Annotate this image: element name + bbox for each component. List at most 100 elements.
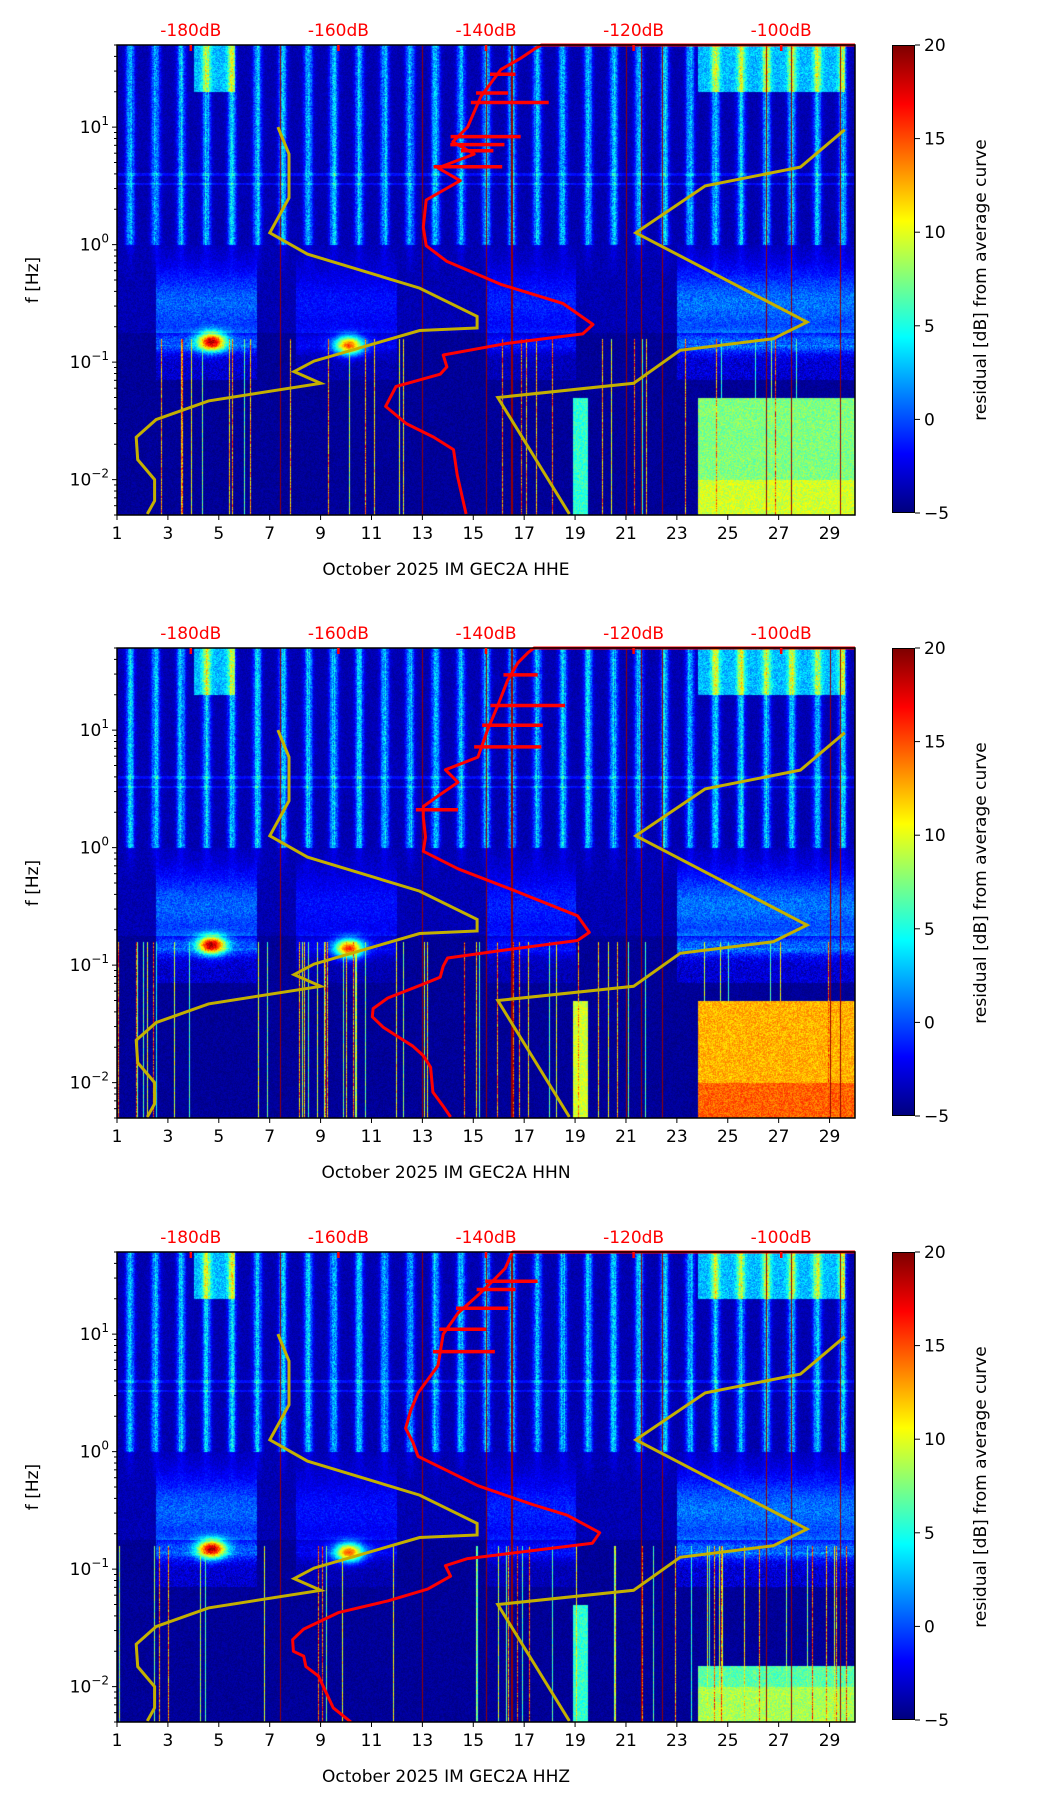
y-tick-exponent: −1: [91, 952, 109, 966]
x-tick-label: 17: [513, 1127, 535, 1147]
x-tick-label: 23: [666, 1731, 688, 1751]
x-tick-label: 13: [412, 1731, 434, 1751]
y-tick-label: 101: [80, 114, 109, 138]
x-tick-label: 21: [615, 524, 637, 544]
db-tick-label: -100dB: [751, 21, 812, 41]
x-tick-label: 21: [615, 1127, 637, 1147]
x-tick-label: 25: [717, 1731, 739, 1751]
db-tick-label: -100dB: [751, 624, 812, 644]
colorbar-tick-label: 5: [924, 1524, 935, 1544]
y-tick-label: 10−2: [70, 1674, 109, 1698]
x-tick-label: 9: [315, 1731, 326, 1751]
y-tick-base: 10: [80, 721, 102, 741]
spectrogram-panel-hhe: 1 3 5 7 9 11 13 15 17 19 21 23 25 27 29 October 2025 IM…: [0, 0, 1052, 603]
x-tick-label: 9: [315, 1127, 326, 1147]
y-tick-exponent: −2: [91, 1070, 109, 1084]
x-tick-label: 5: [213, 524, 224, 544]
x-tick-label: 5: [213, 1127, 224, 1147]
colorbar-tick-label: 20: [924, 1243, 946, 1263]
y-tick-label: 100: [80, 232, 109, 256]
curves-group: [134, 646, 855, 1118]
x-tick-label: 19: [564, 1127, 586, 1147]
x-tick-label: 9: [315, 524, 326, 544]
x-tick-label: 27: [768, 1731, 790, 1751]
y-tick-base: 10: [70, 1560, 92, 1580]
nhnm-curve: [495, 731, 846, 1118]
x-tick-label: 17: [513, 524, 535, 544]
mean-psd-curve: [384, 43, 855, 515]
y-tick-exponent: 0: [101, 1439, 109, 1453]
y-tick-exponent: 0: [101, 835, 109, 849]
colorbar: [892, 45, 915, 513]
x-tick-label: 13: [412, 524, 434, 544]
spectrogram-heatmap: [117, 45, 855, 515]
curves-group: [134, 1250, 855, 1722]
nlnm-curve: [134, 1333, 479, 1722]
colorbar-label: residual [dB] from average curve: [971, 139, 991, 420]
db-tick-label: -120dB: [603, 21, 664, 41]
x-axis-label: October 2025 IM GEC2A HHN: [321, 1163, 570, 1183]
nlnm-curve: [134, 126, 479, 515]
y-tick-base: 10: [80, 118, 102, 138]
colorbar-tick-label: −5: [924, 504, 949, 524]
x-tick-label: 29: [819, 524, 841, 544]
x-tick-label: 29: [819, 1731, 841, 1751]
db-tick-label: -180dB: [160, 624, 221, 644]
db-tick-label: -160dB: [308, 1228, 369, 1248]
x-tick-label: 5: [213, 1731, 224, 1751]
y-tick-label: 101: [80, 717, 109, 741]
y-tick-base: 10: [70, 956, 92, 976]
x-tick-label: 7: [264, 1731, 275, 1751]
mean-psd-curve: [291, 1250, 855, 1722]
x-tick-label: 3: [162, 1731, 173, 1751]
y-tick-exponent: 1: [101, 717, 109, 731]
y-tick-exponent: −2: [91, 1674, 109, 1688]
spectrogram-panel-hhz: 1 3 5 7 9 11 13 15 17 19 21 23 25 27 29 October 2025 IM…: [0, 1207, 1052, 1810]
x-tick-label: 19: [564, 1731, 586, 1751]
x-tick-label: 15: [462, 1731, 484, 1751]
colorbar-tick-label: 15: [924, 130, 946, 150]
x-axis-label: October 2025 IM GEC2A HHE: [322, 560, 569, 580]
x-tick-label: 27: [768, 1127, 790, 1147]
y-tick-base: 10: [80, 1325, 102, 1345]
plot-frame: [116, 44, 856, 516]
y-tick-label: 10−2: [70, 467, 109, 491]
curves-group: [134, 43, 855, 515]
y-tick-base: 10: [70, 1678, 92, 1698]
db-tick-label: -140dB: [455, 624, 516, 644]
y-tick-base: 10: [70, 471, 92, 491]
colorbar-tick-label: 20: [924, 36, 946, 56]
colorbar: [892, 648, 915, 1116]
y-tick-base: 10: [70, 353, 92, 373]
x-tick-label: 7: [264, 524, 275, 544]
colorbar-tick-label: 0: [924, 410, 935, 430]
x-tick-label: 19: [564, 524, 586, 544]
db-tick-label: -180dB: [160, 1228, 221, 1248]
db-tick-label: -180dB: [160, 21, 221, 41]
y-tick-label: 10−1: [70, 1556, 109, 1580]
db-tick-label: -160dB: [308, 624, 369, 644]
x-tick-label: 17: [513, 1731, 535, 1751]
x-axis-label: October 2025 IM GEC2A HHZ: [322, 1767, 570, 1787]
x-tick-label: 1: [112, 1127, 123, 1147]
y-tick-exponent: −1: [91, 1556, 109, 1570]
x-tick-label: 3: [162, 1127, 173, 1147]
db-tick-label: -120dB: [603, 1228, 664, 1248]
db-tick-label: -100dB: [751, 1228, 812, 1248]
colorbar-tick-label: −5: [924, 1107, 949, 1127]
y-tick-base: 10: [70, 1074, 92, 1094]
colorbar-label: residual [dB] from average curve: [971, 1346, 991, 1627]
db-tick-label: -120dB: [603, 624, 664, 644]
y-tick-label: 100: [80, 835, 109, 859]
colorbar-tick-label: 10: [924, 223, 946, 243]
y-tick-label: 10−1: [70, 349, 109, 373]
y-tick-label: 10−2: [70, 1070, 109, 1094]
y-tick-exponent: 1: [101, 1321, 109, 1335]
y-tick-base: 10: [80, 839, 102, 859]
colorbar-tick-label: 0: [924, 1013, 935, 1033]
colorbar-tick-label: 20: [924, 639, 946, 659]
colorbar-label: residual [dB] from average curve: [971, 742, 991, 1023]
nhnm-curve: [495, 1335, 846, 1722]
